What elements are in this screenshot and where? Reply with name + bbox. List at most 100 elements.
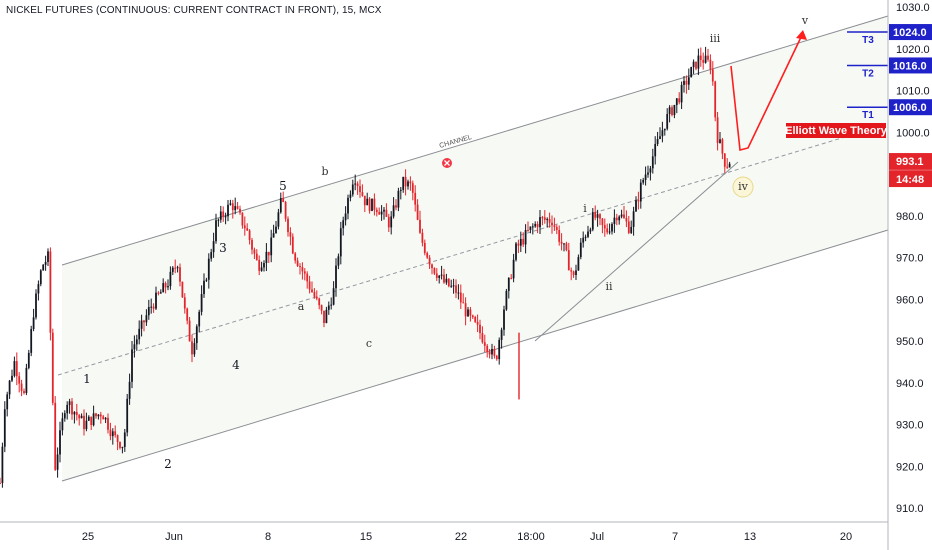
candle-body <box>687 77 690 85</box>
candle-body <box>114 431 117 436</box>
candle-body <box>236 206 239 209</box>
wave-label-1: 1 <box>83 372 91 386</box>
candle-body <box>570 270 573 272</box>
candle-body <box>469 309 472 316</box>
candle-body <box>203 280 205 295</box>
candle-body <box>392 205 395 217</box>
wave-label-iv: iv <box>738 180 749 193</box>
candle-body <box>157 292 160 294</box>
candle-body <box>35 293 37 318</box>
candle-body <box>186 308 189 321</box>
candle-body <box>80 415 83 419</box>
target-tag-T2[interactable] <box>889 57 932 74</box>
target-name-T2: T2 <box>862 68 874 79</box>
annotation-box[interactable] <box>786 123 886 138</box>
candle-body <box>714 81 717 118</box>
candle-body <box>212 241 215 253</box>
target-tag-T1[interactable] <box>889 99 932 116</box>
candle-body <box>623 214 625 219</box>
candle-body <box>637 200 640 202</box>
candle-body <box>92 413 95 426</box>
candle-body <box>572 271 575 275</box>
candle-body <box>726 166 729 168</box>
y-tick-label: 1010.0 <box>896 86 930 98</box>
candle-body <box>253 249 256 254</box>
projection-path[interactable] <box>730 32 804 151</box>
x-tick-label: 22 <box>455 531 467 543</box>
wave-label-a: a <box>298 300 305 313</box>
candle-body <box>428 257 431 265</box>
candle-body <box>15 361 18 377</box>
candle-body <box>639 182 642 202</box>
candle-body <box>351 184 354 195</box>
candle-body <box>692 61 695 68</box>
candle-body <box>239 208 241 213</box>
candle-body <box>649 168 652 173</box>
candle-body <box>553 225 556 228</box>
candle-body <box>387 216 390 228</box>
candle-body <box>591 212 594 230</box>
candle-body <box>711 69 714 82</box>
candle-body <box>301 267 304 272</box>
candle-body <box>495 355 498 360</box>
candle-body <box>438 275 441 278</box>
candle-body <box>615 217 618 221</box>
y-tick-label: 1000.0 <box>896 127 930 139</box>
candle-body <box>481 333 484 343</box>
candle-body <box>272 233 275 238</box>
candle-body <box>87 416 90 421</box>
candle-body <box>723 153 726 167</box>
candle-body <box>594 212 597 218</box>
channel-mid-line[interactable] <box>57 123 889 376</box>
candle-body <box>198 311 201 327</box>
candle-body <box>423 242 426 254</box>
candle-body <box>27 352 30 368</box>
wave-iv-circle <box>732 176 754 198</box>
candle-body <box>116 435 119 443</box>
candle-body <box>529 226 532 231</box>
candle-body <box>625 218 628 222</box>
candle-body <box>277 212 280 227</box>
candle-body <box>102 416 105 420</box>
candle-body <box>13 361 16 376</box>
candle-body <box>567 250 570 271</box>
candle-body <box>611 224 613 232</box>
candle-body <box>315 296 318 299</box>
candle-body <box>399 189 402 191</box>
candle-body <box>546 219 549 221</box>
candle-body <box>606 228 609 233</box>
target-tag-T3[interactable] <box>889 24 932 41</box>
candle-body <box>25 367 28 393</box>
candle-body <box>246 228 249 231</box>
candle-body <box>18 376 21 384</box>
candle-body <box>66 404 69 414</box>
candle-body <box>59 430 61 455</box>
candle-body <box>270 237 273 256</box>
candle-body <box>447 278 450 287</box>
candle-body <box>75 411 78 416</box>
candle-body <box>332 288 335 305</box>
wave-label-b: b <box>321 165 328 178</box>
candle-body <box>661 130 664 137</box>
candle-body <box>279 198 282 213</box>
candle-body <box>531 226 534 228</box>
channel-upper-line[interactable] <box>61 15 889 266</box>
y-tick-label: 970.0 <box>896 253 924 265</box>
candle-body <box>191 341 193 355</box>
candle-body <box>433 267 436 274</box>
candle-body <box>61 418 64 431</box>
candle-body <box>668 107 671 115</box>
candle-body <box>282 198 285 203</box>
candle-body <box>515 243 517 260</box>
wave-trendline[interactable] <box>534 161 739 342</box>
candle-body <box>503 309 505 330</box>
candle-body <box>659 136 661 140</box>
candle-body <box>491 348 493 355</box>
channel-lower-line[interactable] <box>61 229 889 482</box>
candle-body <box>241 212 244 226</box>
candle-body <box>431 264 433 268</box>
candle-body <box>287 218 289 233</box>
target-name-T3: T3 <box>862 35 874 46</box>
candle-body <box>104 417 107 420</box>
